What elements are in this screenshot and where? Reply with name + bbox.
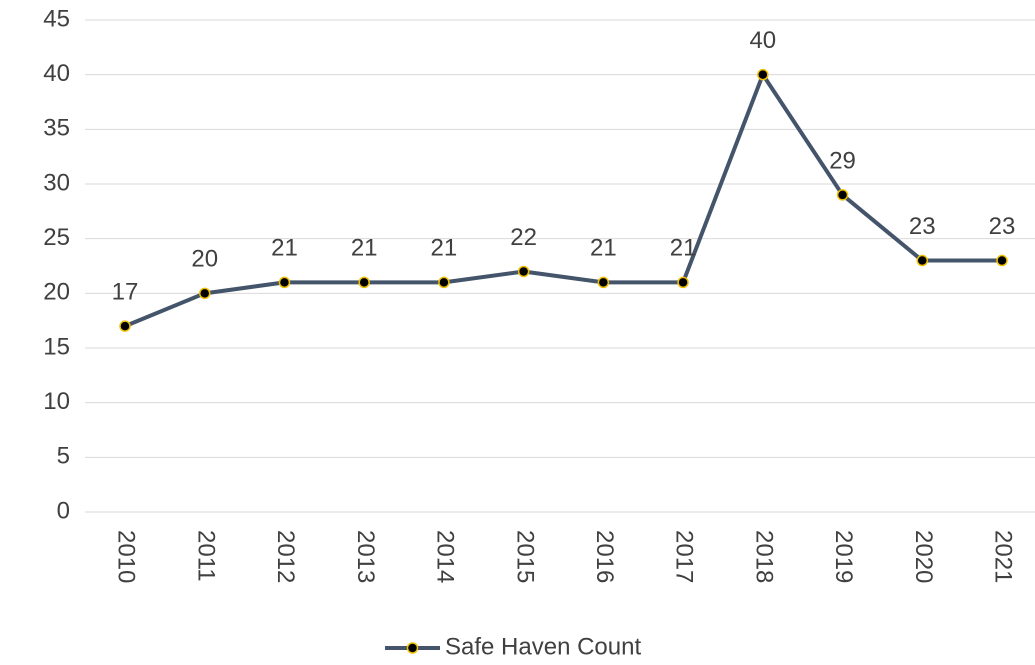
data-label: 21 <box>670 235 697 262</box>
y-tick-label: 0 <box>57 497 70 524</box>
marker <box>916 254 929 267</box>
marker <box>517 265 530 278</box>
data-label: 23 <box>989 213 1016 240</box>
x-tick-label: 2020 <box>910 530 937 583</box>
marker <box>836 189 849 201</box>
marker <box>278 276 291 289</box>
marker <box>597 276 610 289</box>
x-tick-label: 2016 <box>591 530 618 583</box>
data-label: 17 <box>112 278 139 305</box>
data-label: 21 <box>351 235 378 262</box>
data-label: 21 <box>590 235 617 262</box>
y-tick-label: 25 <box>43 224 70 251</box>
data-label: 29 <box>829 147 856 174</box>
marker <box>677 276 689 289</box>
y-tick-label: 30 <box>43 169 70 196</box>
x-tick-label: 2014 <box>432 530 459 583</box>
x-tick-label: 2015 <box>511 530 538 583</box>
data-label: 21 <box>431 235 458 262</box>
y-tick-label: 15 <box>43 333 70 360</box>
y-tick-label: 20 <box>43 279 70 306</box>
marker <box>996 254 1008 267</box>
data-label: 22 <box>510 224 537 251</box>
data-label: 40 <box>749 27 776 54</box>
marker <box>757 68 769 81</box>
y-tick-label: 5 <box>57 443 70 470</box>
x-tick-label: 2019 <box>830 530 857 583</box>
y-tick-label: 40 <box>43 60 70 87</box>
y-tick-label: 45 <box>43 5 70 32</box>
x-tick-label: 2021 <box>990 530 1017 583</box>
y-tick-label: 35 <box>43 115 70 142</box>
legend-label: Safe Haven Count <box>445 633 641 660</box>
data-label: 20 <box>191 246 218 273</box>
x-tick-label: 2012 <box>272 530 299 583</box>
x-tick-label: 2018 <box>750 530 777 583</box>
marker <box>198 287 211 300</box>
series-line <box>124 72 1002 328</box>
marker <box>358 276 370 289</box>
data-label: 21 <box>271 235 298 262</box>
x-tick-label: 2010 <box>113 530 140 583</box>
marker <box>119 320 131 332</box>
legend-marker <box>406 642 419 654</box>
x-tick-label: 2017 <box>671 530 698 583</box>
x-tick-label: 2011 <box>192 530 219 582</box>
y-tick-label: 10 <box>43 388 70 415</box>
marker <box>438 276 450 289</box>
data-label: 23 <box>909 213 936 240</box>
x-tick-label: 2013 <box>352 530 379 583</box>
